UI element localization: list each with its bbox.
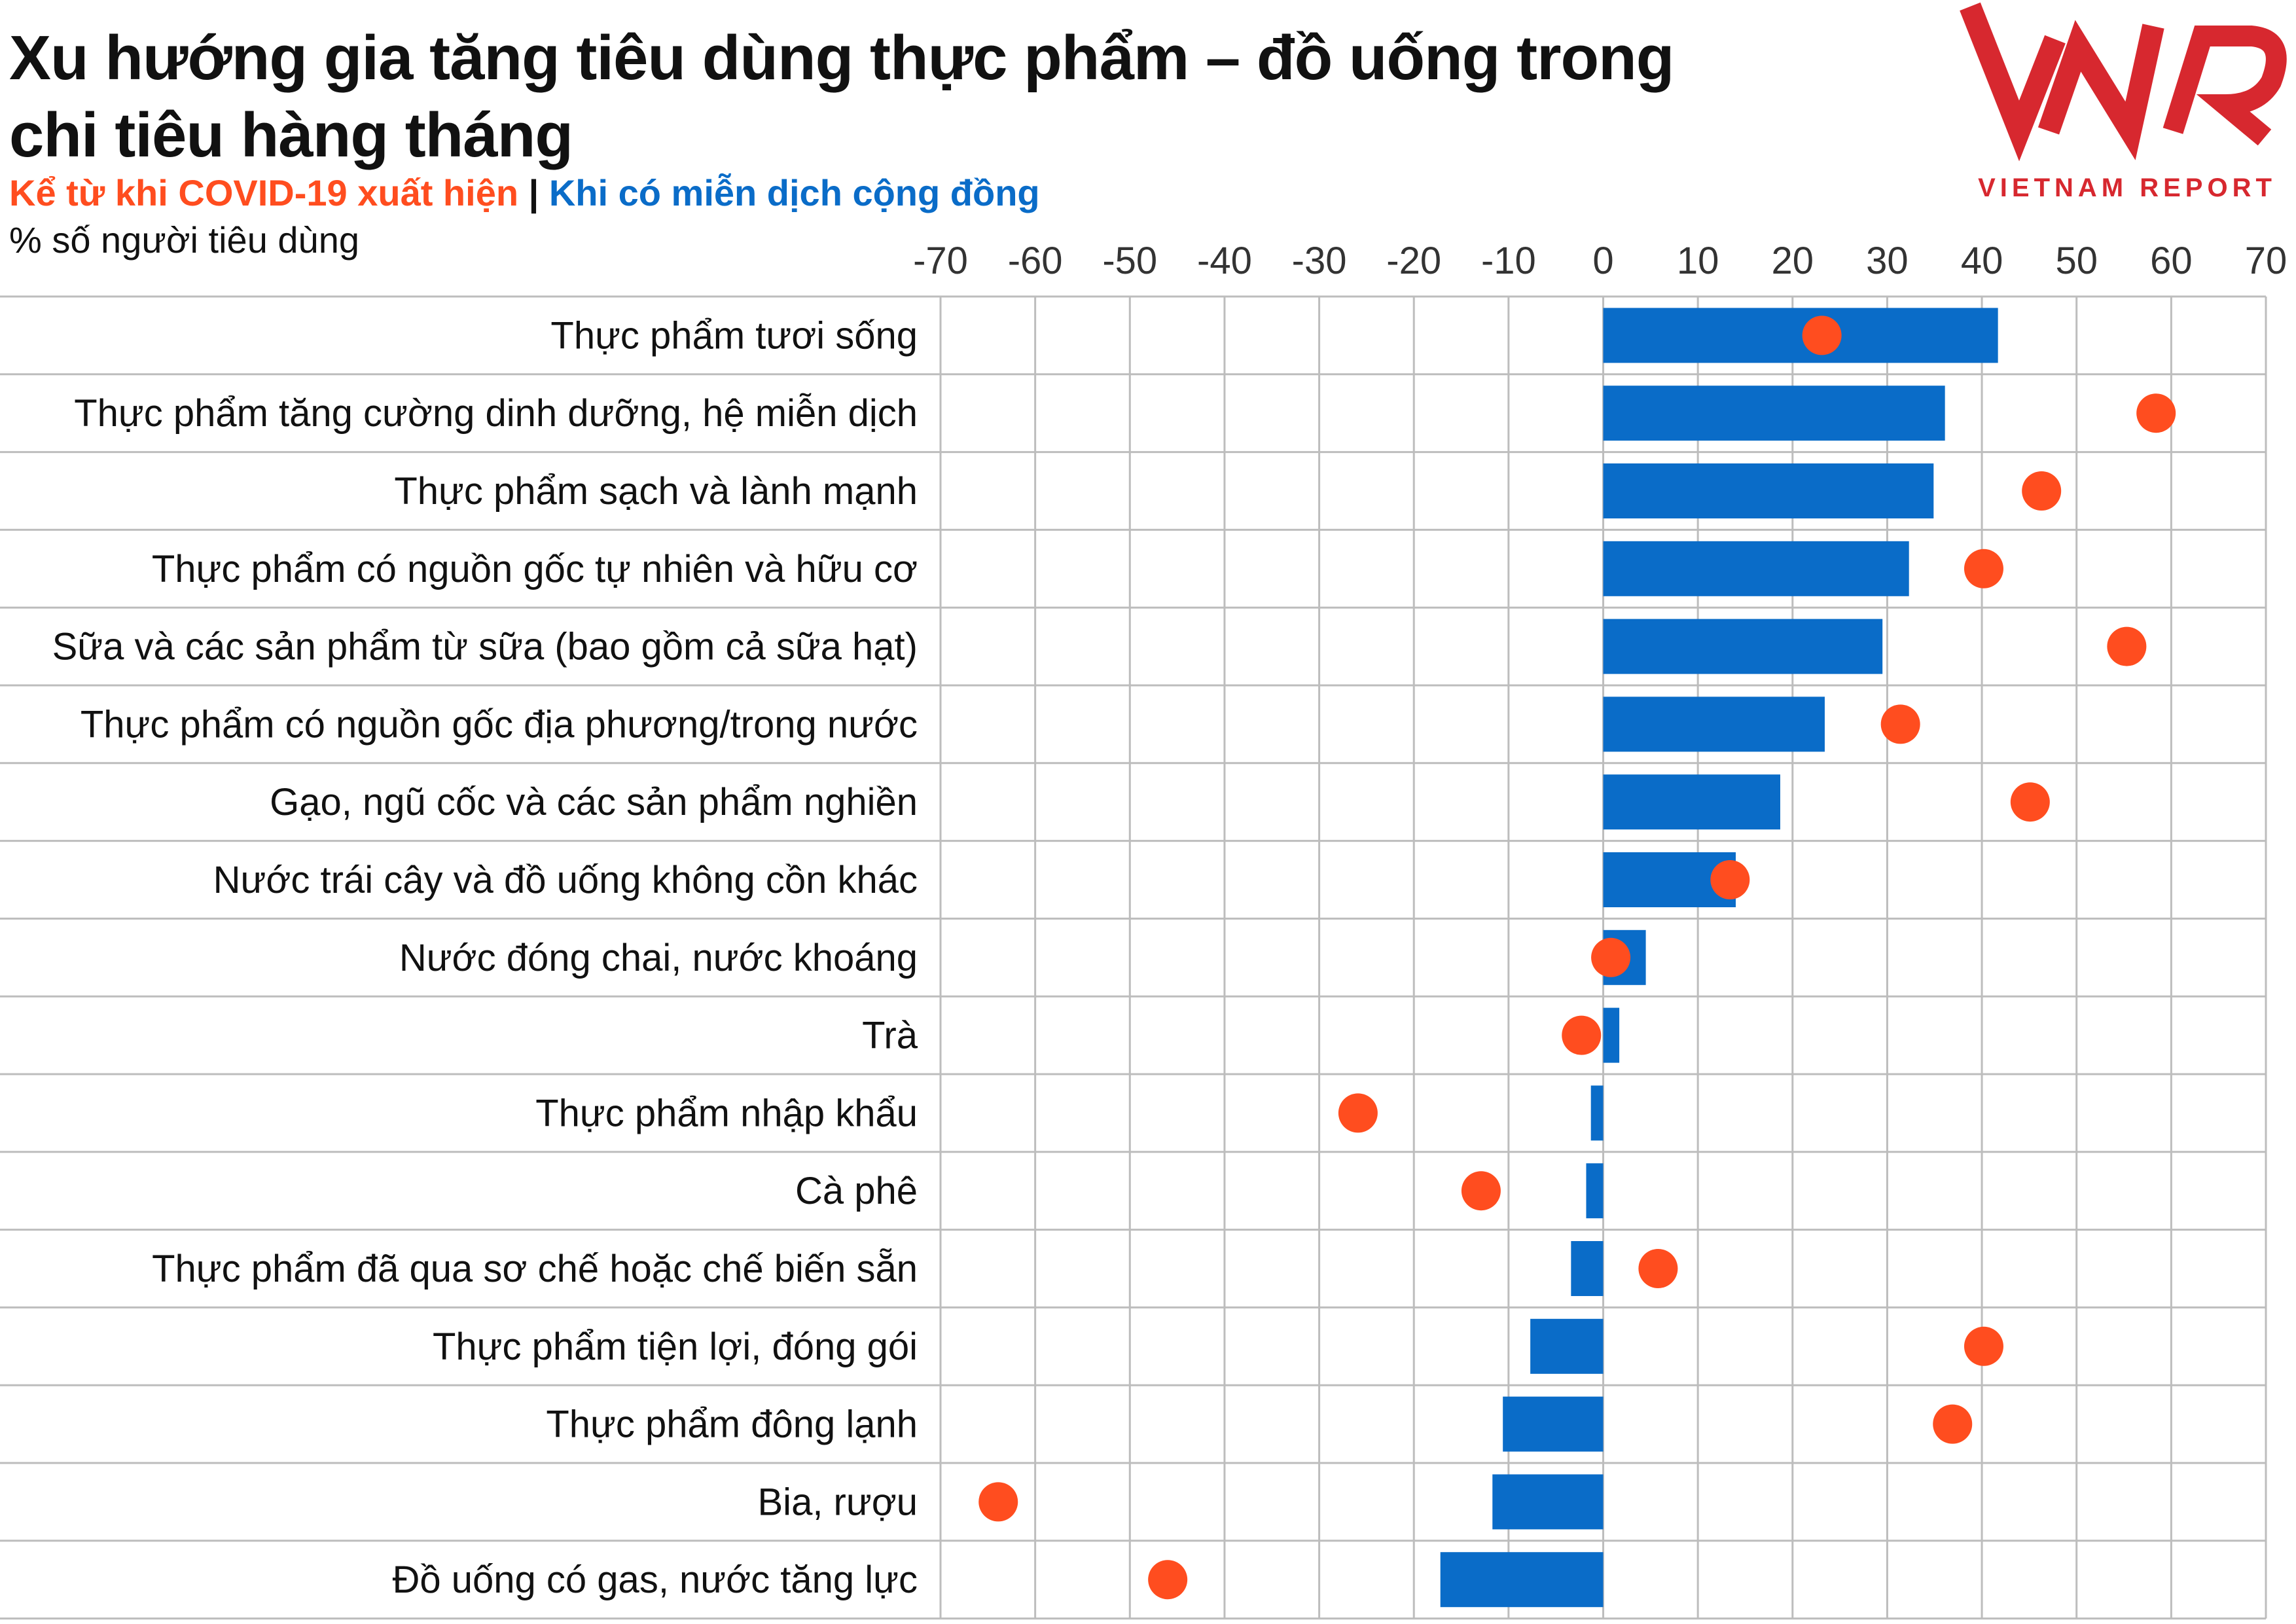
x-tick-label: 10 [1677,240,1719,282]
bar [1603,386,1945,441]
category-label: Nước trái cây và đồ uống không cồn khác [213,859,918,901]
x-tick-label: -70 [913,240,968,282]
x-tick-label: -10 [1481,240,1536,282]
x-tick-label: 40 [1961,240,2003,282]
bar-layer [1440,308,1998,1608]
category-label: Trà [862,1015,918,1057]
logo-stroke-v [1960,2,2066,162]
x-tick-label: -50 [1102,240,1157,282]
bar [1603,308,1998,363]
x-tick-label: 60 [2150,240,2193,282]
legend-immunity: Khi có miễn dịch cộng đồng [548,172,1040,213]
bar [1530,1318,1604,1374]
bar [1603,1007,1620,1063]
category-label: Nước đóng chai, nước khoáng [399,937,918,979]
dot-point [1710,860,1750,899]
x-tick-label: 50 [2055,240,2098,282]
bar [1586,1163,1604,1219]
tick-layer: -70 -60 -50 -40 -30 -20 -10 0 10 20 30 40 50 60 70 [913,240,2287,282]
category-label: Sữa và các sản phẩm từ sữa (bao gồm cả s… [52,626,918,668]
bar [1603,696,1825,752]
dot-layer [978,316,2176,1600]
dot-point [1880,704,1920,744]
dot-point [1461,1171,1501,1211]
x-tick-label: 20 [1772,240,1814,282]
category-label: Thực phẩm đã qua sơ chế hoặc chế biến sẵ… [152,1248,918,1290]
label-layer: Thực phẩm tươi sống Thực phẩm tăng cường … [52,314,918,1601]
category-label: Thực phẩm đông lạnh [546,1403,918,1446]
category-label: Bia, rượu [758,1481,918,1523]
category-label: Cà phê [795,1170,918,1212]
bar [1492,1474,1604,1530]
category-label: Thực phẩm sạch và lành mạnh [394,470,918,513]
dot-point [1591,937,1631,977]
dot-point [1148,1560,1188,1600]
dot-point [2107,626,2147,666]
category-label: Đồ uống có gas, nước tăng lực [393,1559,918,1601]
vnr-logo [1960,2,2287,162]
category-label: Thực phẩm nhập khẩu [535,1092,918,1134]
dot-point [2136,393,2176,433]
dot-point [1562,1015,1602,1055]
dot-point [978,1482,1018,1522]
grid-layer [0,295,2267,1620]
logo-stroke-r [2162,26,2287,146]
legend-covid: Kể từ khi COVID-19 xuất hiện [9,172,519,213]
category-label: Thực phẩm có nguồn gốc tự nhiên và hữu c… [152,548,918,590]
x-tick-label: -20 [1386,240,1441,282]
dot-point [2022,471,2062,511]
bar [1590,1085,1604,1141]
dot-point [1638,1249,1678,1288]
dot-point [1964,1326,2003,1366]
x-tick-label: -30 [1292,240,1347,282]
dot-point [1338,1093,1378,1133]
category-label: Thực phẩm có nguồn gốc địa phương/trong … [81,703,918,746]
logo-stroke-n [2037,20,2164,160]
x-tick-label: 30 [1866,240,1909,282]
bar [1603,463,1934,518]
bar [1440,1552,1604,1608]
legend-separator: | [528,172,539,213]
bar [1603,541,1909,596]
category-label: Gạo, ngũ cốc và các sản phẩm nghiền [270,781,918,823]
category-label: Thực phẩm tiện lợi, đóng gói [433,1326,918,1368]
x-tick-label: -60 [1008,240,1063,282]
unit-label: % số người tiêu dùng [9,219,359,261]
bar [1603,774,1780,830]
bar [1571,1241,1604,1296]
x-tick-label: 70 [2245,240,2287,282]
page-title: Xu hướng gia tăng tiêu dùng thực phẩm – … [9,23,1674,170]
x-tick-label: 0 [1592,240,1613,282]
x-tick-label: -40 [1197,240,1252,282]
bar [1603,619,1883,674]
logo-caption: VIETNAM REPORT [1978,173,2276,202]
bar [1503,1396,1604,1452]
dot-point [2010,782,2050,822]
legend-line: Kể từ khi COVID-19 xuất hiện | Khi có mi… [9,171,1040,214]
category-label: Thực phẩm tăng cường dinh dưỡng, hệ miễn… [74,392,918,435]
dot-point [1802,316,1842,355]
dot-point [1964,549,2003,588]
dot-point [1933,1404,1973,1444]
category-label: Thực phẩm tươi sống [550,314,918,357]
